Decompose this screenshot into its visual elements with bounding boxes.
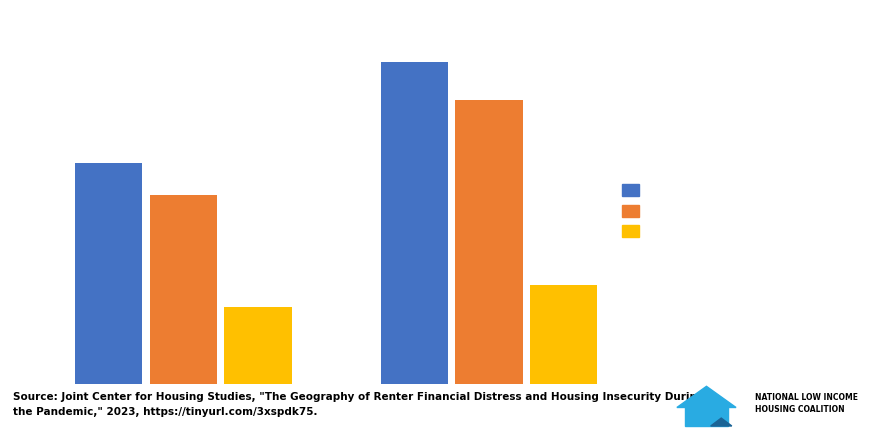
Text: 12.1%: 12.1% (86, 145, 132, 158)
Text: 10.3%: 10.3% (160, 178, 206, 191)
Bar (75, 163, 143, 384)
Bar (530, 285, 597, 384)
Legend: Renters behind on rent, Renters who applied for assistance, Renters who received: Renters behind on rent, Renters who appl… (617, 179, 874, 243)
Text: Source: Joint Center for Housing Studies, "The Geography of Renter Financial Dis: Source: Joint Center for Housing Studies… (13, 392, 705, 417)
Text: 17.6%: 17.6% (392, 45, 437, 57)
Bar (381, 62, 448, 384)
Text: Predominantly White Neighborhoods: Predominantly White Neighborhoods (61, 393, 306, 406)
Bar (455, 101, 523, 384)
Text: NATIONAL LOW INCOME
HOUSING COALITION: NATIONAL LOW INCOME HOUSING COALITION (755, 393, 858, 414)
Text: Diverse Neighborhoods: Diverse Neighborhoods (411, 393, 567, 406)
Polygon shape (677, 386, 736, 407)
Text: 4.2%: 4.2% (239, 289, 276, 303)
Bar (150, 195, 217, 384)
FancyBboxPatch shape (686, 407, 728, 426)
Text: 5.4%: 5.4% (545, 267, 582, 280)
Text: 15.5%: 15.5% (466, 83, 511, 96)
Bar (224, 307, 291, 384)
Text: Share of Renters Who Were Behind on Rent and Applied for and
Received ERA by Rac: Share of Renters Who Were Behind on Rent… (129, 4, 751, 46)
Polygon shape (711, 418, 732, 426)
